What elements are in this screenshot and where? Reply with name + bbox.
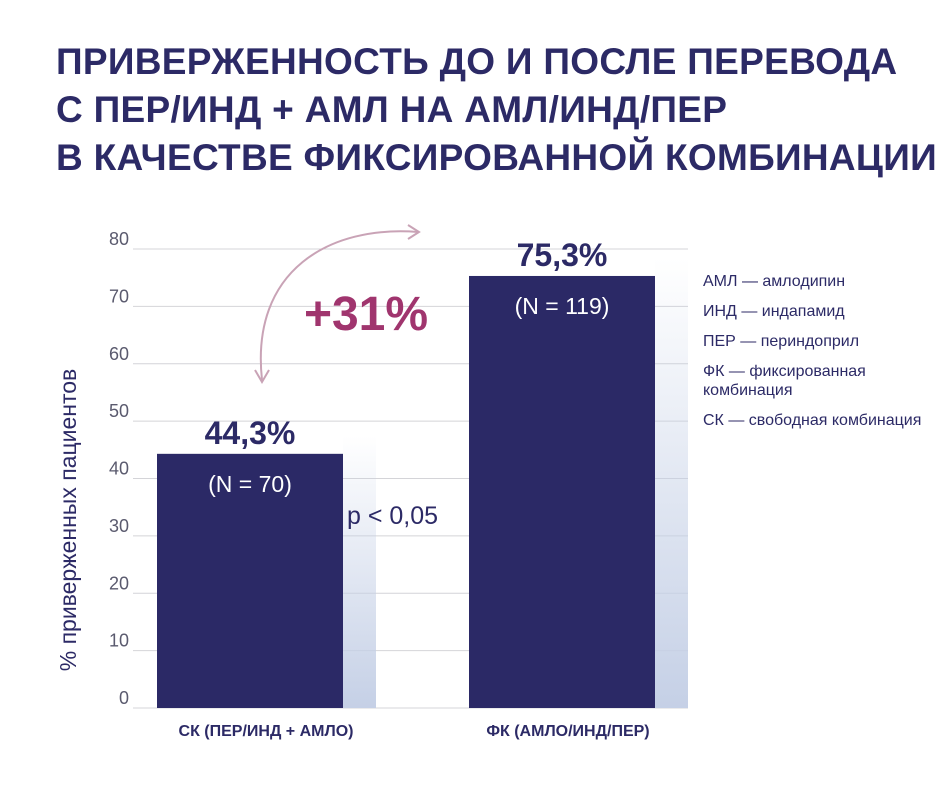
y-tick-label: 10	[109, 631, 129, 651]
x-category-label: ФК (АМЛО/ИНД/ПЕР)	[486, 723, 649, 740]
bar	[469, 275, 655, 708]
y-tick-label: 0	[119, 688, 129, 708]
y-tick-label: 40	[109, 459, 129, 479]
p-value-annotation: p < 0,05	[347, 502, 438, 530]
title-line-1: ПРИВЕРЖЕННОСТЬ ДО И ПОСЛЕ ПЕРЕВОДА	[56, 41, 898, 82]
arrowhead-right	[407, 224, 421, 240]
bar-shadow	[655, 257, 688, 708]
increase-arrow	[259, 230, 419, 381]
bar-value-label: 75,3%	[517, 237, 608, 273]
legend-item: ПЕР — периндоприл	[703, 333, 860, 350]
y-tick-label: 60	[109, 344, 129, 364]
legend-item: ФК — фиксированная комбинация	[703, 363, 866, 399]
legend-item: СК — свободная комбинация	[703, 412, 922, 429]
title-line-2: С ПЕР/ИНД + АМЛ НА АМЛ/ИНД/ПЕР	[56, 89, 728, 130]
y-tick-label: 30	[109, 516, 129, 536]
legend-item: АМЛ — амлодипин	[703, 273, 846, 290]
arrowhead-down	[254, 369, 270, 384]
legend-item: ИНД — индапамид	[703, 303, 845, 320]
title-line-3: В КАЧЕСТВЕ ФИКСИРОВАННОЙ КОМБИНАЦИИ	[56, 137, 938, 178]
y-tick-label: 80	[109, 229, 129, 249]
chart-title: ПРИВЕРЖЕННОСТЬ ДО И ПОСЛЕ ПЕРЕВОДА С ПЕР…	[56, 38, 938, 182]
bar-n-label: (N = 70)	[208, 471, 292, 497]
bar-n-label: (N = 119)	[515, 293, 610, 319]
y-axis-label: % приверженных пациентов	[55, 369, 81, 672]
bar-value-label: 44,3%	[205, 415, 296, 451]
increase-annotation: +31%	[304, 288, 428, 341]
bar-shadow	[343, 435, 376, 708]
bar	[157, 453, 343, 708]
abbreviation-legend: АМЛ — амлодипин ИНД — индапамид ПЕР — пе…	[703, 272, 923, 441]
y-tick-label: 50	[109, 401, 129, 421]
y-tick-label: 70	[109, 286, 129, 306]
y-tick-label: 20	[109, 573, 129, 593]
x-category-label: СК (ПЕР/ИНД + АМЛО)	[179, 723, 354, 740]
